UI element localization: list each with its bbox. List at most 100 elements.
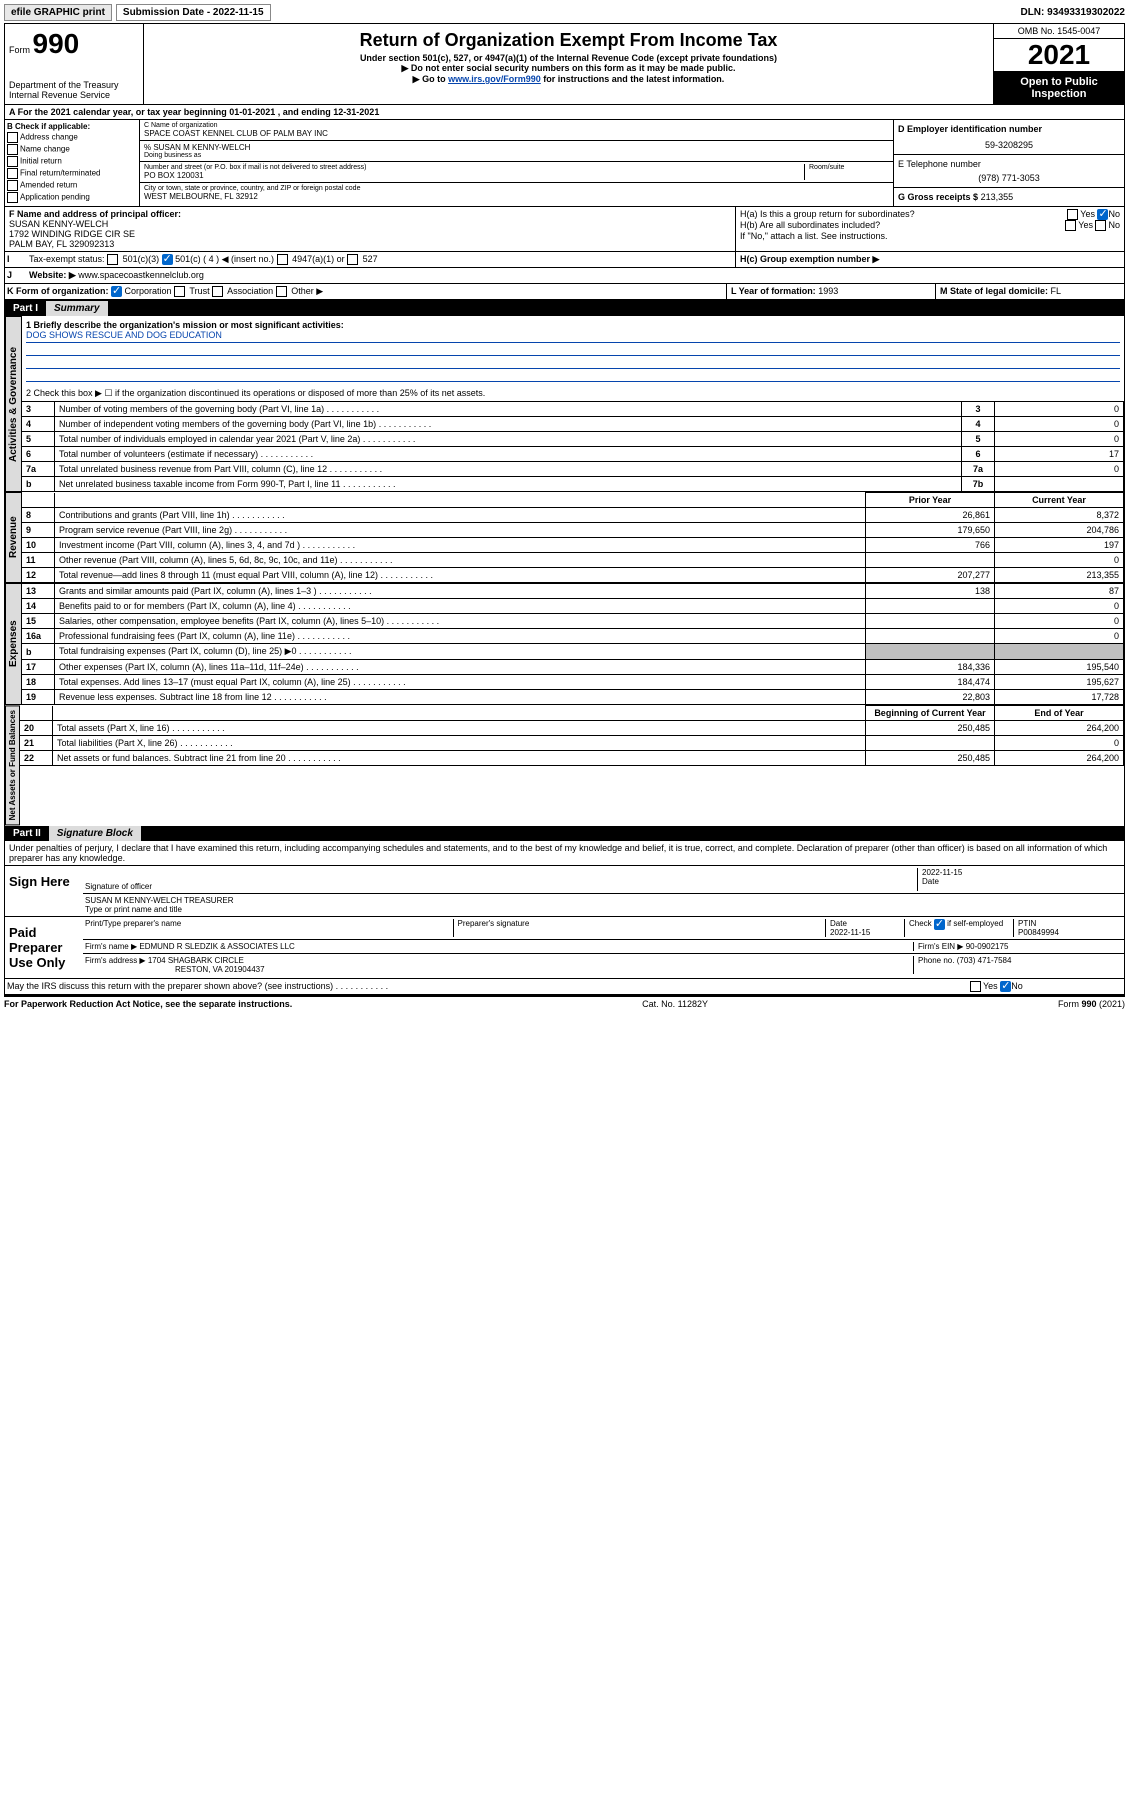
opt-527: 527 xyxy=(363,254,378,264)
line1-label: 1 Briefly describe the organization's mi… xyxy=(26,320,1120,330)
mission-blank1 xyxy=(26,343,1120,356)
opt-corp: Corporation xyxy=(125,286,172,296)
ssn-warning: ▶ Do not enter social security numbers o… xyxy=(148,63,989,74)
phone-label: E Telephone number xyxy=(898,159,1120,169)
chk-hb-no[interactable] xyxy=(1095,220,1106,231)
chk-application-pending[interactable] xyxy=(7,192,18,203)
box-d: D Employer identification number 59-3208… xyxy=(893,120,1124,206)
lbl-yes: Yes xyxy=(1080,209,1095,219)
street-label: Number and street (or P.O. box if mail i… xyxy=(144,164,804,171)
officer-addr2: PALM BAY, FL 329092313 xyxy=(9,239,731,249)
irs-link[interactable]: www.irs.gov/Form990 xyxy=(448,74,541,84)
opt-assoc: Association xyxy=(227,286,273,296)
part-2-header: Part II Signature Block xyxy=(5,826,1124,841)
opt-501c: 501(c) ( 4 ) ◀ (insert no.) xyxy=(175,254,274,264)
lbl-no2: No xyxy=(1108,220,1120,230)
top-toolbar: efile GRAPHIC print Submission Date - 20… xyxy=(4,4,1125,21)
cat-number: Cat. No. 11282Y xyxy=(642,999,708,1009)
sig-officer-label: Signature of officer xyxy=(85,882,152,891)
chk-4947[interactable] xyxy=(277,254,288,265)
form-title: Return of Organization Exempt From Incom… xyxy=(148,30,989,51)
care-of: % SUSAN M KENNY-WELCH xyxy=(144,143,889,152)
sig-date-value: 2022-11-15 xyxy=(922,868,1122,877)
box-f-label: F Name and address of principal officer: xyxy=(9,209,731,219)
dba-label: Doing business as xyxy=(144,152,889,159)
dln-label: DLN: 93493319302022 xyxy=(1020,7,1125,18)
line-m-label: M State of legal domicile: xyxy=(940,286,1048,296)
table-row: 6Total number of volunteers (estimate if… xyxy=(22,447,1124,462)
h-b-label: H(b) Are all subordinates included? xyxy=(740,220,880,231)
chk-final-return[interactable] xyxy=(7,168,18,179)
chk-trust[interactable] xyxy=(174,286,185,297)
firm-addr-label: Firm's address ▶ xyxy=(85,956,146,965)
submission-date-button[interactable]: Submission Date - 2022-11-15 xyxy=(116,4,271,21)
h-note: If "No," attach a list. See instructions… xyxy=(740,231,1120,241)
table-row: 9Program service revenue (Part VIII, lin… xyxy=(22,523,1124,538)
table-row: 10Investment income (Part VIII, column (… xyxy=(22,538,1124,553)
part-1-header: Part I Summary xyxy=(5,301,1124,316)
firm-phone-value: (703) 471-7584 xyxy=(957,956,1012,965)
chk-discuss-yes[interactable] xyxy=(970,981,981,992)
paperwork-notice: For Paperwork Reduction Act Notice, see … xyxy=(4,999,292,1009)
line-k-label: K Form of organization: xyxy=(7,286,109,296)
gross-label: G Gross receipts $ xyxy=(898,192,978,202)
table-row: 22Net assets or fund balances. Subtract … xyxy=(20,751,1124,766)
gross-value: 213,355 xyxy=(981,192,1014,202)
line-l-label: L Year of formation: xyxy=(731,286,816,296)
chk-corp[interactable] xyxy=(111,286,122,297)
form-prefix: Form xyxy=(9,45,30,55)
netassets-table: Beginning of Current YearEnd of Year20To… xyxy=(20,705,1124,766)
form-title-box: Return of Organization Exempt From Incom… xyxy=(144,24,993,104)
sig-date-label: Date xyxy=(922,877,939,886)
revenue-table: Prior YearCurrent Year8Contributions and… xyxy=(22,492,1124,583)
form-number: 990 xyxy=(33,28,80,59)
part-1-title: Summary xyxy=(46,301,108,316)
firm-phone-label: Phone no. xyxy=(918,956,954,965)
table-row: 5Total number of individuals employed in… xyxy=(22,432,1124,447)
department-label: Department of the Treasury Internal Reve… xyxy=(9,80,139,100)
lbl-amended-return: Amended return xyxy=(20,181,77,190)
omb-number: OMB No. 1545-0047 xyxy=(994,24,1124,39)
phone-value: (978) 771-3053 xyxy=(898,173,1120,183)
chk-ha-yes[interactable] xyxy=(1067,209,1078,220)
sign-here-label: Sign Here xyxy=(5,866,83,916)
chk-501c3[interactable] xyxy=(107,254,118,265)
lbl-initial-return: Initial return xyxy=(20,157,62,166)
chk-assoc[interactable] xyxy=(212,286,223,297)
chk-ha-no[interactable] xyxy=(1097,209,1108,220)
prep-date-label: Date xyxy=(830,919,847,928)
firm-name-label: Firm's name ▶ xyxy=(85,942,137,951)
form-footer: Form 990 (2021) xyxy=(1058,999,1125,1009)
line-j-marker: J xyxy=(5,268,27,283)
chk-527[interactable] xyxy=(347,254,358,265)
chk-amended-return[interactable] xyxy=(7,180,18,191)
table-row: bTotal fundraising expenses (Part IX, co… xyxy=(22,644,1124,660)
chk-address-change[interactable] xyxy=(7,132,18,143)
efile-button[interactable]: efile GRAPHIC print xyxy=(4,4,112,21)
ein-label: D Employer identification number xyxy=(898,124,1120,134)
lbl-no: No xyxy=(1108,209,1120,219)
org-name: SPACE COAST KENNEL CLUB OF PALM BAY INC xyxy=(144,129,889,138)
netassets-label: Net Assets or Fund Balances xyxy=(5,705,20,825)
tax-exempt-label: Tax-exempt status: xyxy=(29,254,105,264)
expenses-label: Expenses xyxy=(5,583,22,705)
prep-name-label: Print/Type preparer's name xyxy=(85,919,181,928)
table-row: 14Benefits paid to or for members (Part … xyxy=(22,599,1124,614)
opt-trust: Trust xyxy=(189,286,209,296)
chk-other[interactable] xyxy=(276,286,287,297)
chk-initial-return[interactable] xyxy=(7,156,18,167)
website-value: www.spacecoastkennelclub.org xyxy=(78,270,204,280)
line-a: A For the 2021 calendar year, or tax yea… xyxy=(5,105,1124,120)
form-subtitle: Under section 501(c), 527, or 4947(a)(1)… xyxy=(148,53,989,63)
table-row: 21Total liabilities (Part X, line 26)0 xyxy=(20,736,1124,751)
name-title-label: Type or print name and title xyxy=(85,905,182,914)
lbl-application-pending: Application pending xyxy=(20,193,90,202)
chk-501c[interactable] xyxy=(162,254,173,265)
table-row: 13Grants and similar amounts paid (Part … xyxy=(22,584,1124,599)
chk-discuss-no[interactable] xyxy=(1000,981,1011,992)
chk-name-change[interactable] xyxy=(7,144,18,155)
open-public-badge: Open to Public Inspection xyxy=(994,72,1124,104)
prep-sig-label: Preparer's signature xyxy=(458,919,530,928)
chk-self-employed[interactable] xyxy=(934,919,945,930)
chk-hb-yes[interactable] xyxy=(1065,220,1076,231)
